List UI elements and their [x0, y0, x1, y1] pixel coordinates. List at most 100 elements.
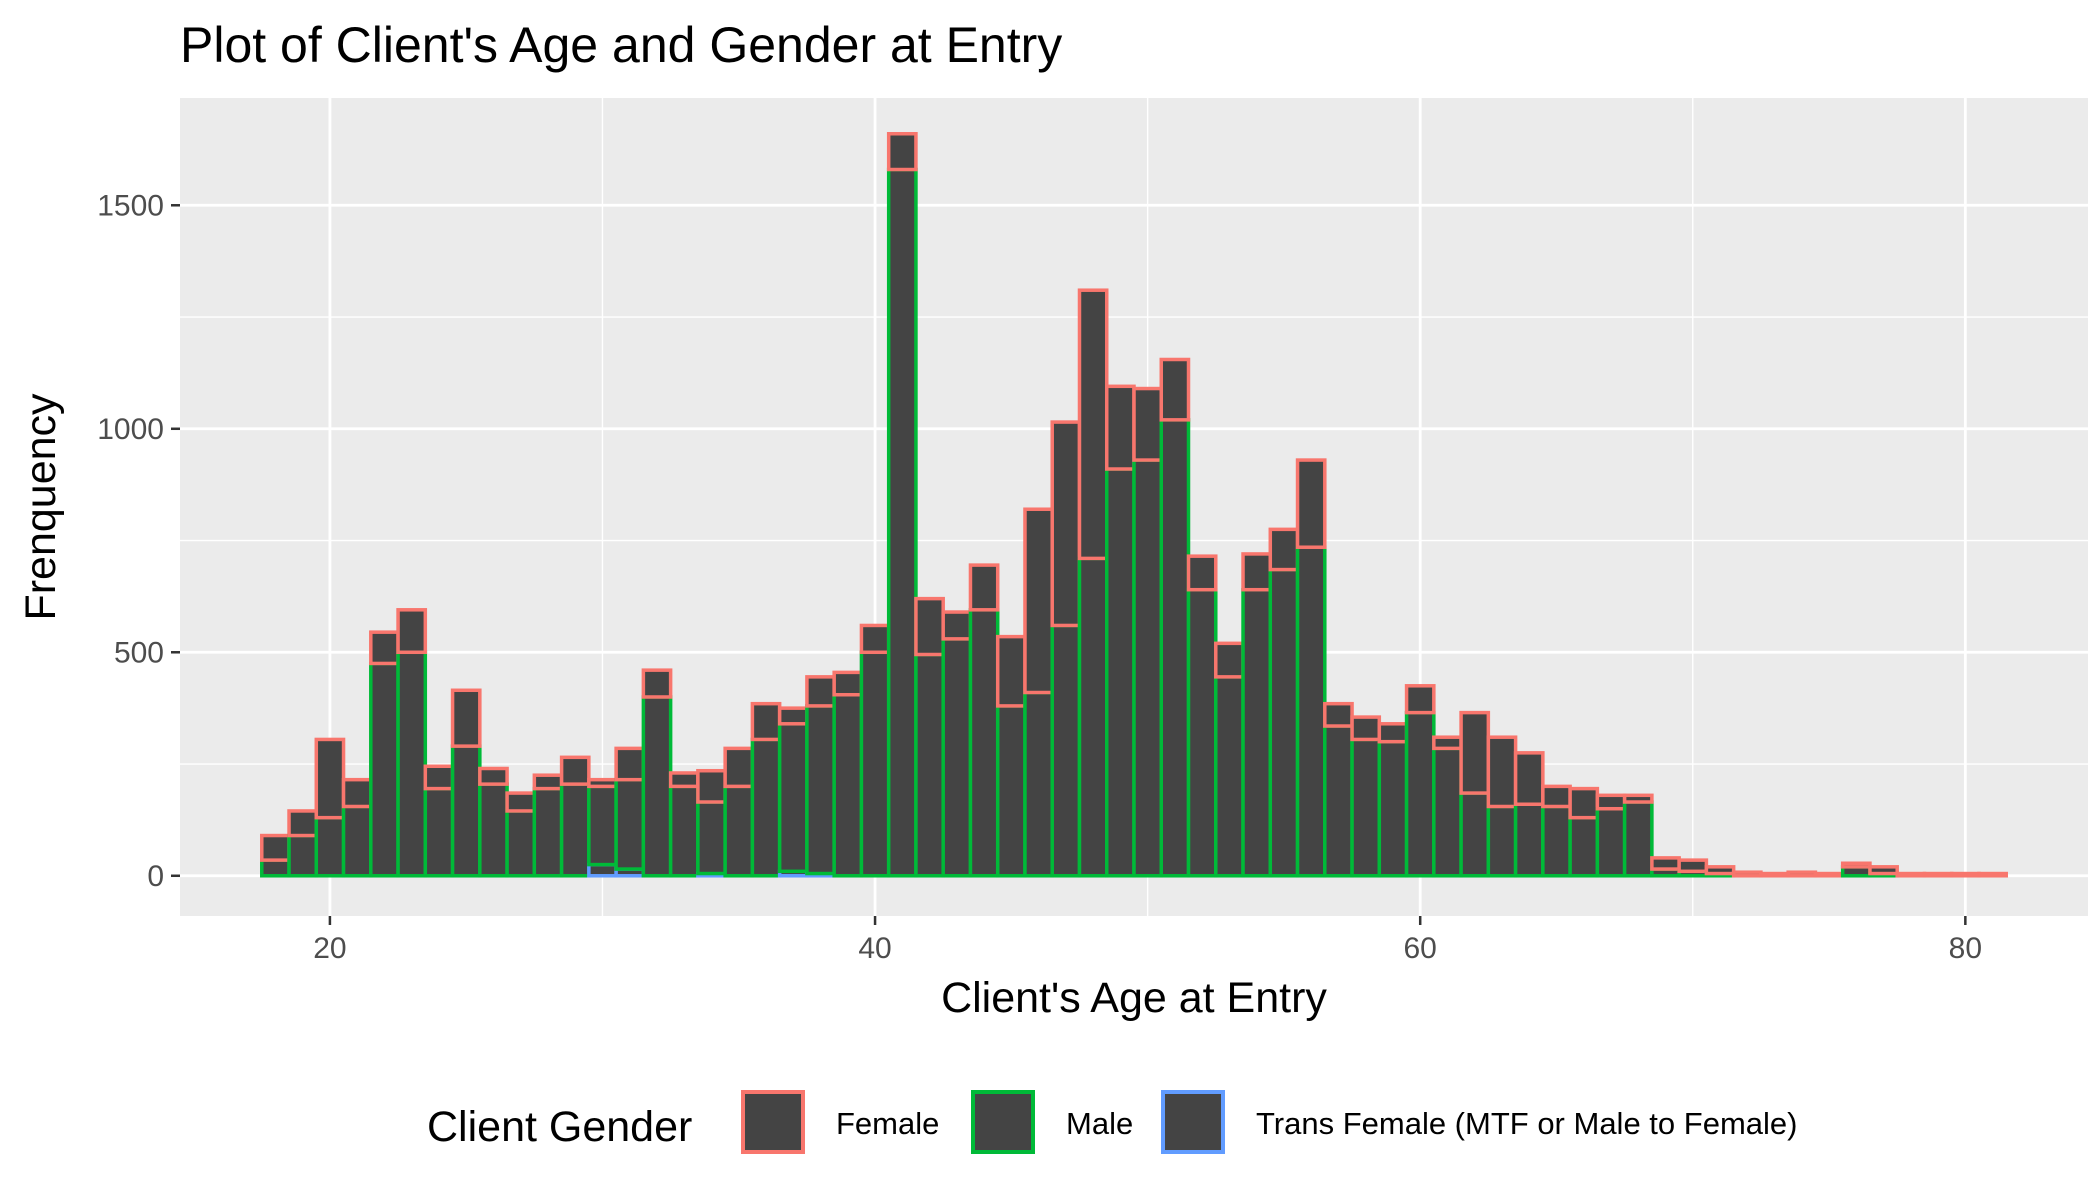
bar-female — [1650, 856, 1681, 871]
bar-male — [859, 650, 891, 878]
legend-item-trans-female: Trans Female (MTF or Male to Female) — [1161, 1090, 1797, 1154]
bar-male — [532, 786, 564, 878]
bar-female — [1077, 288, 1109, 561]
bar-male — [886, 167, 918, 878]
bar-female — [1677, 858, 1709, 874]
bar-female — [941, 610, 973, 641]
bar-female — [1268, 527, 1300, 572]
bar-male — [750, 737, 782, 878]
histogram-bars — [260, 132, 2008, 878]
bar-male — [260, 858, 291, 878]
bar-male — [1459, 791, 1491, 878]
bar-male — [1186, 587, 1218, 878]
bar-female — [1622, 793, 1654, 804]
legend-item-male: Male — [971, 1090, 1133, 1154]
y-axis-ticks: 0 500 1000 1500 — [97, 189, 180, 893]
bar-female — [968, 563, 1000, 612]
legend-label-trans-female: Trans Female (MTF or Male to Female) — [1256, 1106, 1797, 1141]
bar-female — [1949, 871, 1981, 878]
bar-male — [723, 784, 755, 878]
bar-male — [1050, 623, 1082, 878]
bar-female — [886, 132, 918, 172]
bar-male — [641, 695, 673, 878]
legend-key-male — [971, 1090, 1035, 1154]
bar-male — [505, 809, 537, 878]
bar-female — [668, 771, 700, 789]
chart-title: Plot of Client's Age and Gender at Entry — [180, 17, 1062, 73]
bar-male — [450, 744, 482, 878]
bar-male — [696, 800, 727, 876]
bar-female — [1377, 722, 1409, 744]
legend-title: Client Gender — [427, 1103, 692, 1151]
bar-female — [614, 746, 646, 782]
bar-male — [1404, 710, 1436, 878]
bar-female — [1568, 786, 1600, 820]
bar-female — [1404, 684, 1436, 715]
bar-male — [614, 777, 646, 871]
bar-female — [1214, 641, 1245, 679]
bar-female — [777, 706, 809, 726]
bar-male — [423, 786, 455, 878]
x-tick-label: 60 — [1404, 932, 1437, 965]
bar-male — [1104, 467, 1136, 878]
bar-female — [1459, 710, 1491, 795]
bar-male — [559, 782, 591, 878]
bar-male — [1350, 737, 1382, 878]
bar-female — [1541, 784, 1572, 809]
bar-male — [668, 784, 700, 878]
bar-female — [587, 777, 618, 789]
bar-female — [1350, 715, 1382, 742]
bar-female — [396, 608, 428, 655]
x-axis-ticks: 20 40 60 80 — [313, 916, 1982, 965]
bar-male — [777, 722, 809, 874]
bar-female — [859, 623, 891, 655]
bar-male — [341, 804, 373, 878]
bar-female — [1323, 701, 1354, 728]
bar-female — [314, 737, 346, 820]
bar-male — [478, 782, 509, 878]
bar-male — [1513, 802, 1545, 878]
bar-male — [968, 608, 1000, 878]
x-tick-label: 80 — [1949, 932, 1982, 965]
bar-male — [1268, 567, 1300, 878]
bar-male — [287, 833, 319, 878]
bar-female — [750, 701, 782, 742]
bar-male — [1159, 418, 1191, 878]
bar-male — [805, 704, 836, 876]
y-tick-label: 1500 — [97, 189, 164, 222]
bar-male — [1295, 545, 1327, 878]
y-tick-label: 0 — [147, 860, 164, 893]
bar-female — [1595, 793, 1627, 811]
bar-male — [914, 652, 945, 878]
bar-female — [1186, 554, 1218, 592]
bar-male — [832, 692, 864, 878]
x-axis-title: Client's Age at Entry — [941, 974, 1327, 1022]
bar-female — [1977, 871, 2008, 878]
bar-female — [1159, 357, 1191, 422]
legend-item-female: Female — [741, 1090, 939, 1154]
bar-female — [505, 791, 537, 813]
bar-female — [341, 777, 373, 809]
bar-male — [1595, 806, 1627, 878]
bar-male — [587, 784, 618, 867]
bar-female — [914, 596, 945, 657]
bar-male — [1432, 746, 1463, 878]
bar-female — [287, 809, 319, 838]
bar-female — [723, 746, 755, 789]
bar-female — [1840, 861, 1872, 869]
bar-female — [1023, 507, 1054, 695]
bar-female — [1922, 871, 1954, 878]
bar-female — [1513, 751, 1545, 807]
bar-male — [314, 815, 346, 878]
bar-female — [1132, 386, 1164, 462]
bar-female — [832, 670, 864, 697]
legend-label-female: Female — [836, 1106, 939, 1141]
bar-female — [1895, 871, 1927, 878]
bar-female — [1813, 871, 1845, 878]
bar-female — [1486, 735, 1518, 809]
bar-male — [1132, 458, 1164, 878]
bar-male — [1377, 739, 1409, 878]
bar-male — [1486, 804, 1518, 878]
bar-male — [396, 650, 428, 878]
